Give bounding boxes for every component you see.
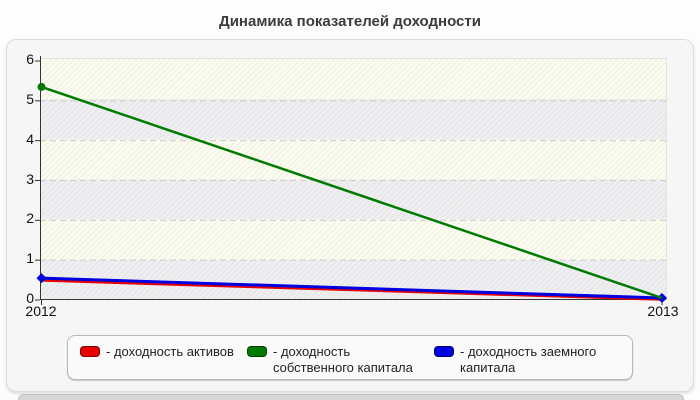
bottom-bar xyxy=(18,394,684,400)
y-tick-label: 4 xyxy=(26,130,34,147)
plot-area xyxy=(35,56,667,305)
legend-item-assets: - доходность активов xyxy=(80,344,247,360)
x-axis-label-2012: 2012 xyxy=(25,303,57,319)
legend: - доходность активов - доходность собств… xyxy=(67,335,633,380)
legend-item-equity: - доходность собственного капитала xyxy=(247,344,434,375)
legend-swatch-green xyxy=(247,346,267,357)
x-axis-label-2013: 2013 xyxy=(647,303,679,319)
y-tick-label: 3 xyxy=(26,170,34,187)
y-tick-label: 2 xyxy=(26,210,34,227)
chart-title: Динамика показателей доходности xyxy=(219,13,481,30)
legend-label: - доходность заемного капитала xyxy=(460,344,597,375)
y-tick-label: 5 xyxy=(26,90,34,107)
y-tick-label: 1 xyxy=(26,250,34,267)
y-tick-label: 6 xyxy=(26,51,34,67)
legend-item-debt: - доходность заемного капитала xyxy=(434,344,606,375)
legend-swatch-red xyxy=(80,346,100,357)
legend-label: - доходность собственного капитала xyxy=(273,344,413,375)
legend-label: - доходность активов xyxy=(106,344,234,359)
legend-swatch-blue xyxy=(434,346,454,357)
chart-canvas xyxy=(35,56,667,305)
